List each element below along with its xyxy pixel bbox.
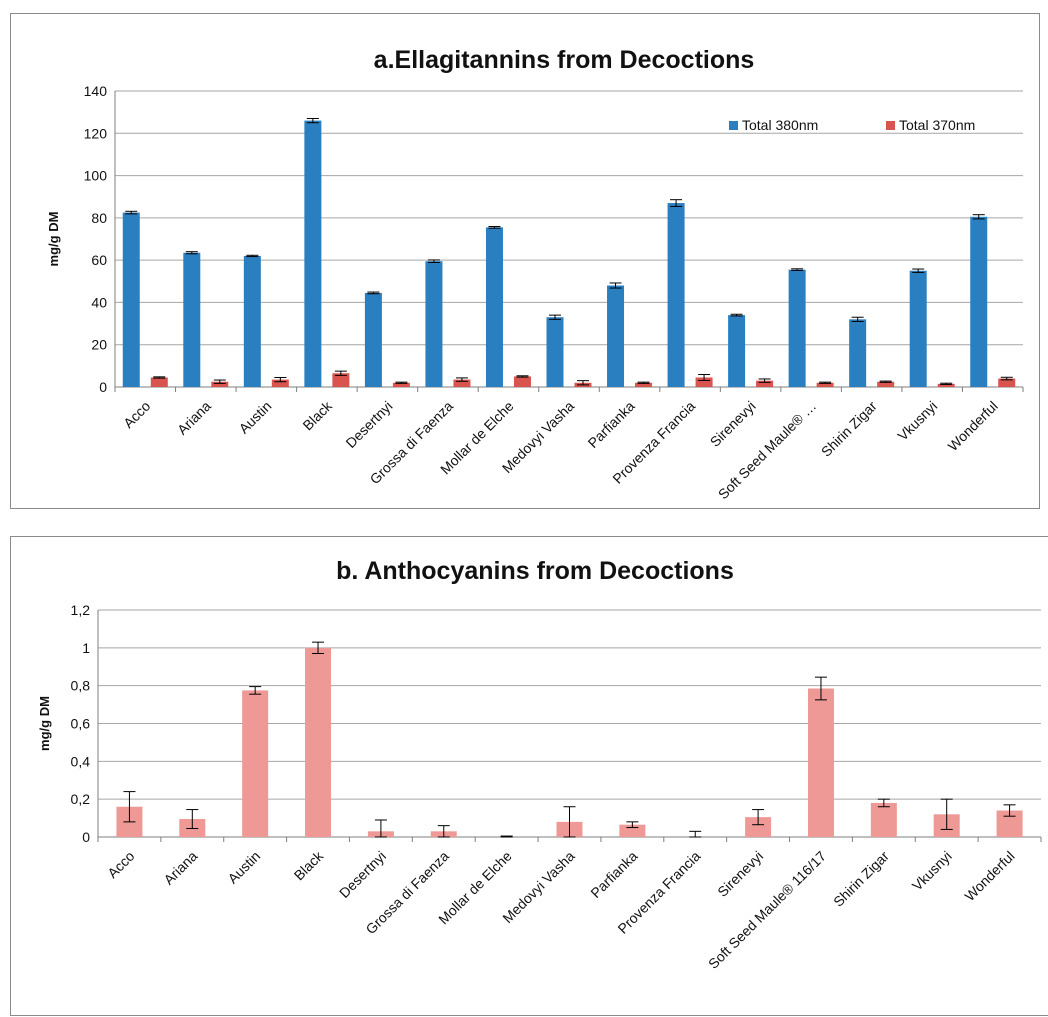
bar-series-8 — [619, 824, 646, 837]
bar-total-380nm-4 — [364, 292, 382, 387]
bar-total-380nm-2 — [243, 255, 261, 387]
bar-series-10 — [745, 817, 772, 837]
bar-total-380nm-11 — [788, 269, 806, 387]
chart-title: a.Ellagitannins from Decoctions — [374, 46, 755, 74]
y-tick-label: 0 — [82, 829, 90, 845]
chart-panel-anthocyanins: b. Anthocyanins from Decoctions 0 0,2 0,4 0,… — [10, 536, 1048, 1016]
chart-title: b. Anthocyanins from Decoctions — [336, 557, 734, 585]
bar-total-380nm-12 — [849, 319, 867, 387]
bar-total-380nm-3 — [304, 120, 322, 387]
legend-label: Total 370nm — [899, 117, 975, 133]
x-category-label: Parfianka — [587, 848, 640, 901]
x-category-label: Vkusnyi — [909, 848, 955, 894]
bar-total-370nm-4 — [392, 382, 410, 387]
bar-series-3 — [305, 647, 332, 837]
bar-total-380nm-9 — [667, 203, 685, 387]
x-category-label: Shirin Zigar — [818, 398, 880, 460]
x-category-label: Austin — [224, 848, 263, 887]
bar-total-370nm-10 — [756, 380, 774, 387]
y-tick-label: 20 — [91, 337, 107, 353]
y-tick-label: 1 — [82, 640, 90, 656]
x-category-label: Sirenevyi — [714, 848, 766, 900]
bar-total-370nm-3 — [332, 373, 350, 387]
bar-total-370nm-2 — [271, 379, 289, 387]
bar-total-380nm-8 — [607, 285, 625, 387]
bar-total-380nm-1 — [183, 252, 201, 387]
bar-total-370nm-13 — [937, 383, 955, 387]
bar-total-370nm-1 — [211, 381, 229, 387]
x-category-label: Ariana — [174, 398, 214, 438]
x-category-label: Desertnyi — [342, 398, 395, 451]
bar-total-380nm-6 — [485, 227, 503, 387]
chart-anthocyanins: b. Anthocyanins from Decoctions 0 0,2 0,4 0,… — [37, 557, 1042, 972]
x-category-label: Soft Seed Maule® 116/17 — [705, 848, 829, 972]
bar-total-380nm-14 — [970, 216, 988, 387]
x-category-label: Acco — [120, 398, 153, 431]
bar-total-380nm-10 — [728, 315, 746, 387]
x-category-label: Vkusnyi — [894, 398, 940, 444]
bar-total-380nm-7 — [546, 317, 564, 387]
bar-total-370nm-6 — [513, 376, 531, 387]
bar-total-370nm-14 — [998, 378, 1016, 387]
bar-series-11 — [807, 688, 834, 837]
y-tick-label: 140 — [84, 83, 108, 99]
bar-series-12 — [870, 802, 897, 837]
bar-total-370nm-12 — [877, 381, 895, 387]
bar-total-380nm-0 — [122, 212, 140, 387]
y-tick-label: 120 — [84, 125, 108, 141]
chart-panel-ellagitannins: a.Ellagitannins from Decoctions 0 20 40 60 80… — [10, 13, 1040, 509]
chart-ellagitannins: a.Ellagitannins from Decoctions 0 20 40 60 80… — [46, 46, 1024, 502]
bar-total-370nm-0 — [150, 377, 168, 387]
y-tick-label: 0,4 — [71, 753, 91, 769]
bar-total-380nm-13 — [909, 270, 927, 387]
y-tick-label: 0,8 — [71, 678, 91, 694]
bar-total-370nm-5 — [453, 379, 471, 387]
x-category-label: Sirenevyi — [707, 398, 759, 450]
legend-swatch — [729, 121, 738, 130]
y-tick-label: 60 — [91, 252, 107, 268]
x-category-label: Ariana — [160, 848, 200, 888]
x-category-label: Wonderful — [961, 848, 1017, 904]
y-tick-label: 0,2 — [71, 791, 91, 807]
bar-total-380nm-5 — [425, 261, 443, 387]
y-tick-label: 40 — [91, 294, 107, 310]
bar-series-2 — [242, 690, 269, 837]
x-category-label: Desertnyi — [336, 848, 389, 901]
y-tick-label: 100 — [84, 168, 108, 184]
legend-label: Total 380nm — [742, 117, 818, 133]
y-axis-label: mg/g DM — [46, 212, 61, 267]
y-axis-label: mg/g DM — [37, 696, 52, 751]
x-category-label: Shirin Zigar — [830, 848, 892, 910]
x-category-label: Black — [291, 847, 327, 883]
y-tick-label: 0 — [99, 379, 107, 395]
x-category-label: Acco — [104, 848, 137, 881]
y-tick-label: 80 — [91, 210, 107, 226]
x-category-label: Parfianka — [585, 398, 638, 451]
y-tick-label: 0,6 — [71, 716, 91, 732]
legend-swatch — [886, 121, 895, 130]
bar-total-370nm-8 — [635, 382, 653, 387]
bar-total-370nm-9 — [695, 377, 713, 387]
x-category-label: Wonderful — [945, 398, 1001, 454]
x-category-label: Black — [299, 397, 335, 433]
bar-total-370nm-11 — [816, 382, 834, 387]
x-category-label: Austin — [236, 398, 275, 437]
y-tick-label: 1,2 — [71, 602, 91, 618]
